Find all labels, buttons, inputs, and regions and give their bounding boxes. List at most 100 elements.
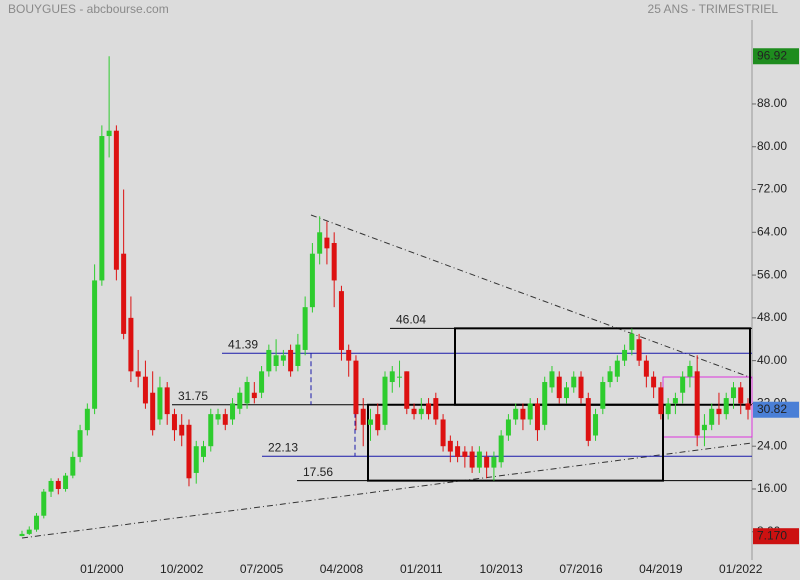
- candle-body: [564, 387, 569, 399]
- candle-body: [346, 349, 352, 361]
- candle-body: [614, 360, 620, 377]
- candle-body: [164, 387, 170, 415]
- y-tick-label: 80.00: [757, 139, 787, 153]
- candle-body: [426, 403, 432, 415]
- candle-body: [505, 419, 511, 436]
- candle-body: [266, 349, 272, 372]
- candle-body: [288, 349, 294, 372]
- candle-body: [382, 376, 388, 425]
- candle-body: [55, 480, 61, 489]
- candle-body: [128, 317, 134, 372]
- candle-body: [455, 446, 461, 457]
- x-tick-label: 10/2013: [479, 562, 523, 576]
- x-tick-label: 04/2008: [320, 562, 364, 576]
- candle-body: [440, 419, 446, 447]
- candle-body: [208, 414, 214, 447]
- candle-body: [672, 398, 678, 404]
- candle-body: [142, 376, 148, 404]
- candle-body: [201, 446, 206, 457]
- candle-body: [498, 435, 504, 463]
- candle-body: [193, 446, 199, 473]
- candle-body: [179, 424, 185, 436]
- candle-body: [730, 387, 736, 399]
- candle-body: [309, 253, 315, 308]
- candle-body: [237, 392, 243, 409]
- candle-body: [26, 529, 32, 534]
- chart-subtitle: 25 ANS - TRIMESTRIEL: [648, 2, 779, 16]
- candle-body: [113, 130, 119, 270]
- level-label: 41.39: [228, 337, 258, 351]
- candle-body: [338, 291, 344, 350]
- candle-body: [607, 371, 613, 383]
- candle-body: [578, 376, 584, 399]
- candle-body: [484, 456, 490, 468]
- candle-body: [462, 451, 468, 457]
- candle-body: [433, 398, 439, 420]
- price-marker-label: 96.92: [757, 48, 787, 62]
- candle-body: [709, 408, 715, 425]
- candle-body: [302, 307, 308, 350]
- candle-body: [701, 424, 707, 431]
- x-tick-label: 01/2011: [400, 562, 443, 576]
- y-tick-label: 56.00: [757, 267, 787, 281]
- trend-line: [21, 442, 753, 539]
- x-tick-label: 01/2000: [80, 562, 124, 576]
- candle-body: [295, 344, 301, 366]
- candle-body: [259, 371, 265, 393]
- candle-body: [34, 515, 40, 530]
- candle-body: [121, 253, 127, 334]
- candle-body: [476, 451, 482, 468]
- candle-body: [716, 408, 722, 415]
- candle-body: [367, 419, 373, 425]
- candle-body: [585, 398, 591, 441]
- candle-body: [651, 376, 657, 388]
- candle-body: [491, 456, 497, 468]
- y-tick-label: 16.00: [757, 481, 787, 495]
- candle-body: [77, 430, 83, 457]
- candle-body: [135, 371, 141, 377]
- candle-body: [622, 349, 628, 361]
- candle-body: [48, 480, 54, 492]
- candle-body: [186, 424, 192, 479]
- price-marker: [753, 48, 799, 65]
- candle-body: [99, 136, 105, 281]
- candle-body: [273, 355, 279, 366]
- candle-body: [375, 414, 381, 431]
- y-tick-label: 48.00: [757, 310, 787, 324]
- candle-body: [629, 333, 635, 350]
- candle-body: [643, 360, 649, 377]
- candle-body: [542, 382, 548, 425]
- price-marker: [753, 528, 799, 545]
- candle-body: [353, 360, 359, 415]
- x-tick-label: 01/2022: [719, 562, 763, 576]
- candle-body: [593, 414, 599, 436]
- x-tick-label: 07/2016: [559, 562, 603, 576]
- candle-body: [70, 456, 76, 476]
- candle-body: [723, 398, 729, 415]
- x-tick-label: 10/2002: [160, 562, 204, 576]
- candle-body: [520, 408, 526, 420]
- candle-body: [404, 371, 410, 409]
- candle-body: [680, 376, 686, 393]
- candle-body: [230, 403, 236, 420]
- y-tick-label: 88.00: [757, 96, 787, 110]
- candle-body: [513, 408, 519, 420]
- candle-body: [280, 355, 286, 361]
- candle-body: [19, 533, 25, 537]
- candle-body: [447, 440, 453, 452]
- candle-body: [150, 392, 156, 431]
- trend-line: [310, 214, 753, 379]
- candle-body: [63, 475, 69, 489]
- price-marker-label: 30.82: [757, 402, 787, 416]
- candle-body: [360, 408, 366, 425]
- candle-body: [41, 491, 47, 516]
- candle-body: [636, 339, 642, 361]
- candle-body: [469, 451, 475, 468]
- x-tick-label: 07/2005: [240, 562, 284, 576]
- candle-body: [92, 280, 98, 409]
- candle-body: [106, 130, 112, 137]
- x-tick-label: 04/2019: [639, 562, 683, 576]
- candle-body: [665, 403, 671, 415]
